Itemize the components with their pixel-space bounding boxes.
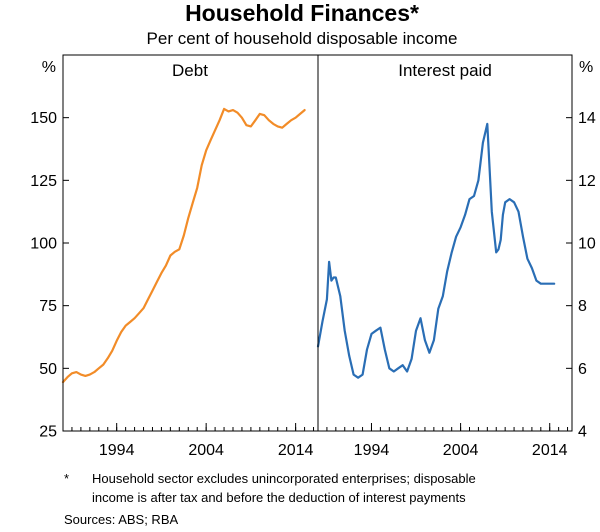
left-axis-tick-label: 150: [30, 110, 57, 127]
panel-title-interest-paid: Interest paid: [398, 61, 492, 80]
footnote-line-1: Household sector excludes unincorporated…: [92, 471, 476, 486]
right-axis-unit: %: [579, 59, 593, 76]
series-line-debt: [61, 107, 306, 384]
plot-area: 25 50 75 100 125 150 4 6 8 10 12 14 1994 2004 2014 1994…: [30, 107, 596, 459]
chart-subtitle: Per cent of household disposable income: [147, 29, 458, 48]
x-axis-tick-label: 1994: [354, 442, 390, 459]
x-axis-tick-label: 2004: [188, 442, 224, 459]
panel-title-debt: Debt: [172, 61, 208, 80]
x-axis-tick-label: 2014: [532, 442, 568, 459]
x-axis-tick-label: 2014: [278, 442, 314, 459]
right-axis-tick-label: 4: [578, 424, 587, 441]
right-axis-tick-label: 12: [578, 173, 596, 190]
series-line-interest-paid: [316, 122, 556, 379]
x-axis-tick-label: 2004: [443, 442, 479, 459]
left-axis-tick-label: 50: [39, 361, 57, 378]
footnote-marker: *: [64, 471, 69, 486]
chart-title: Household Finances*: [185, 0, 419, 26]
right-axis-tick-label: 6: [578, 361, 587, 378]
footnote-line-2: income is after tax and before the deduc…: [92, 490, 466, 505]
right-axis-tick-label: 10: [578, 236, 596, 253]
right-axis-tick-label: 14: [578, 110, 596, 127]
left-axis-unit: %: [42, 59, 56, 76]
left-axis-tick-label: 75: [39, 298, 57, 315]
right-axis-tick-label: 8: [578, 298, 587, 315]
x-axis-tick-label: 1994: [99, 442, 135, 459]
left-axis-tick-label: 25: [39, 424, 57, 441]
left-axis-tick-label: 125: [30, 173, 57, 190]
left-axis-tick-label: 100: [30, 236, 57, 253]
sources: Sources: ABS; RBA: [64, 512, 178, 527]
